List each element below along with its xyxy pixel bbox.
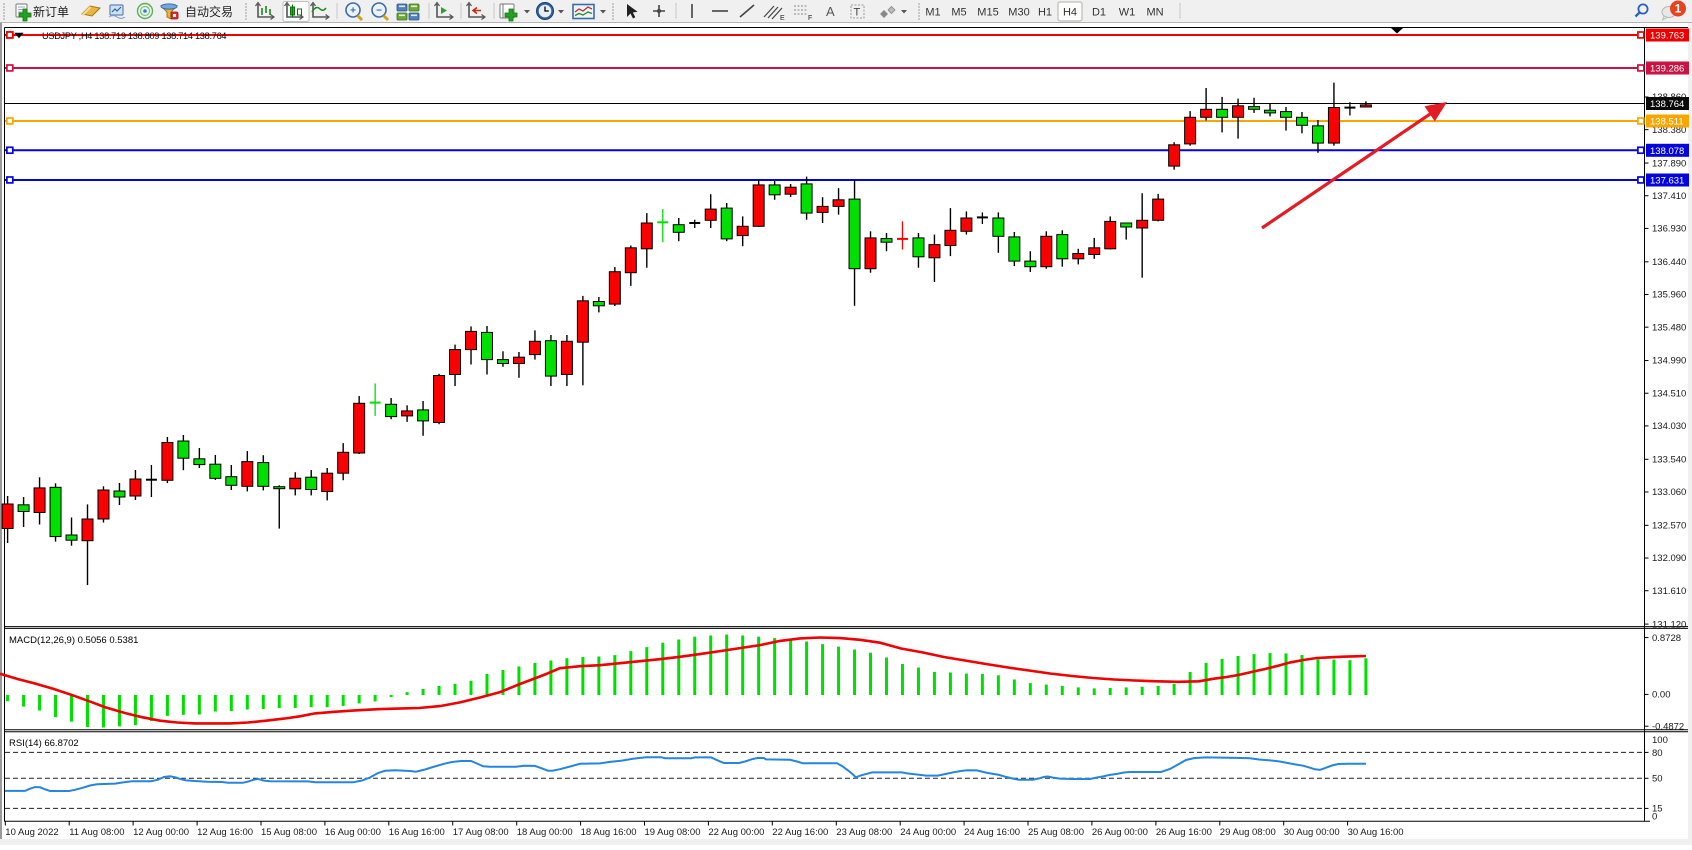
svg-text:新订单: 新订单 (33, 4, 69, 19)
svg-text:11 Aug 08:00: 11 Aug 08:00 (69, 827, 124, 838)
svg-text:26 Aug 16:00: 26 Aug 16:00 (1156, 827, 1212, 838)
svg-text:22 Aug 00:00: 22 Aug 00:00 (708, 827, 764, 838)
svg-text:133.540: 133.540 (1652, 454, 1686, 465)
svg-text:131.120: 131.120 (1652, 619, 1686, 630)
svg-text:134.510: 134.510 (1652, 388, 1686, 399)
svg-text:RSI(14) 66.8702: RSI(14) 66.8702 (9, 738, 79, 749)
svg-text:0.00: 0.00 (1652, 690, 1671, 701)
svg-text:18 Aug 16:00: 18 Aug 16:00 (581, 827, 637, 838)
svg-text:W1: W1 (1119, 7, 1136, 19)
svg-text:15: 15 (1652, 804, 1663, 815)
svg-text:25 Aug 08:00: 25 Aug 08:00 (1028, 827, 1084, 838)
svg-text:138.380: 138.380 (1652, 125, 1686, 136)
svg-text:138.511: 138.511 (1650, 117, 1684, 128)
svg-text:29 Aug 08:00: 29 Aug 08:00 (1220, 827, 1276, 838)
svg-text:24 Aug 00:00: 24 Aug 00:00 (900, 827, 956, 838)
svg-text:138.764: 138.764 (1650, 99, 1684, 110)
svg-text:16 Aug 16:00: 16 Aug 16:00 (389, 827, 445, 838)
svg-text:MACD(12,26,9) 0.5056 0.5381: MACD(12,26,9) 0.5056 0.5381 (9, 635, 138, 646)
svg-text:-0.4872: -0.4872 (1652, 721, 1684, 732)
svg-text:H1: H1 (1038, 7, 1052, 19)
svg-text:137.410: 137.410 (1652, 191, 1686, 202)
svg-text:135.960: 135.960 (1652, 290, 1686, 301)
svg-text:134.990: 134.990 (1652, 356, 1686, 367)
svg-text:24 Aug 16:00: 24 Aug 16:00 (964, 827, 1020, 838)
svg-text:12 Aug 00:00: 12 Aug 00:00 (133, 827, 189, 838)
svg-text:26 Aug 00:00: 26 Aug 00:00 (1092, 827, 1148, 838)
svg-text:80: 80 (1652, 748, 1663, 759)
svg-text:131.610: 131.610 (1652, 586, 1686, 597)
svg-text:50: 50 (1652, 774, 1663, 785)
svg-text:135.480: 135.480 (1652, 322, 1686, 333)
svg-text:−: − (376, 6, 382, 17)
svg-text:12 Aug 16:00: 12 Aug 16:00 (197, 827, 253, 838)
svg-text:16 Aug 00:00: 16 Aug 00:00 (325, 827, 381, 838)
svg-text:19 Aug 08:00: 19 Aug 08:00 (645, 827, 701, 838)
svg-text:M5: M5 (951, 7, 966, 19)
svg-text:D1: D1 (1092, 7, 1106, 19)
svg-text:139.286: 139.286 (1650, 64, 1684, 75)
svg-text:0.8728: 0.8728 (1652, 633, 1681, 644)
svg-text:132.570: 132.570 (1652, 521, 1686, 532)
svg-text:T: T (854, 7, 861, 19)
svg-text:23 Aug 08:00: 23 Aug 08:00 (836, 827, 892, 838)
svg-text:136.440: 136.440 (1652, 257, 1686, 268)
svg-text:137.890: 137.890 (1652, 158, 1686, 169)
svg-text:USDJPY ,H4 138.719 138.809 13: USDJPY ,H4 138.719 138.809 138.714 138.7… (42, 31, 226, 41)
svg-text:133.060: 133.060 (1652, 487, 1686, 498)
svg-text:+: + (350, 6, 356, 17)
svg-text:0: 0 (1652, 812, 1657, 823)
svg-text:30 Aug 16:00: 30 Aug 16:00 (1348, 827, 1404, 838)
svg-text:139.763: 139.763 (1650, 31, 1684, 42)
svg-text:MN: MN (1146, 7, 1163, 19)
svg-text:132.090: 132.090 (1652, 553, 1686, 564)
svg-text:22 Aug 16:00: 22 Aug 16:00 (772, 827, 828, 838)
svg-text:138.078: 138.078 (1650, 146, 1684, 157)
svg-text:M15: M15 (977, 7, 998, 19)
svg-text:A: A (826, 4, 835, 19)
svg-text:137.631: 137.631 (1650, 176, 1684, 187)
svg-text:136.930: 136.930 (1652, 224, 1686, 235)
svg-text:17 Aug 08:00: 17 Aug 08:00 (453, 827, 509, 838)
svg-text:18 Aug 00:00: 18 Aug 00:00 (517, 827, 573, 838)
svg-text:E: E (780, 15, 785, 22)
svg-text:10 Aug 2022: 10 Aug 2022 (5, 827, 58, 838)
svg-text:1: 1 (1675, 2, 1682, 16)
svg-text:30 Aug 00:00: 30 Aug 00:00 (1284, 827, 1340, 838)
svg-text:100: 100 (1652, 735, 1668, 746)
svg-text:134.030: 134.030 (1652, 421, 1686, 432)
svg-text:F: F (808, 15, 812, 22)
svg-text:M30: M30 (1008, 7, 1029, 19)
svg-text:M1: M1 (925, 7, 940, 19)
svg-text:15 Aug 08:00: 15 Aug 08:00 (261, 827, 317, 838)
svg-text:自动交易: 自动交易 (185, 4, 233, 19)
svg-text:H4: H4 (1063, 7, 1077, 19)
